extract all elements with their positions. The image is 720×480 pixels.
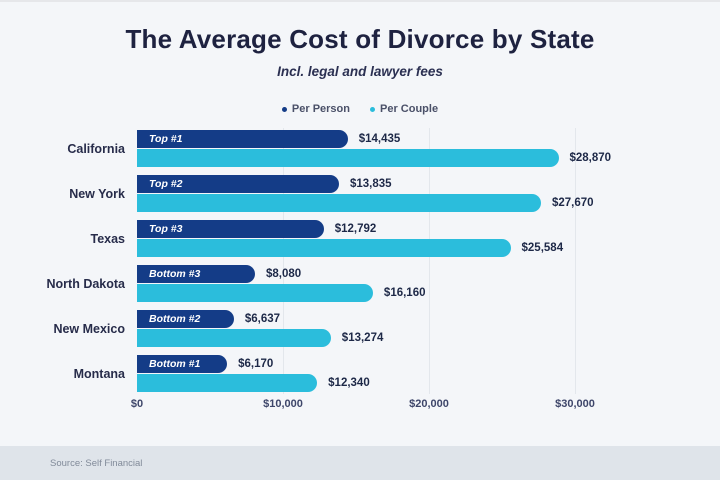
per-couple-bar: $25,584 xyxy=(137,239,563,257)
chart-subtitle: Incl. legal and lawyer fees xyxy=(277,64,443,79)
x-axis: $0 $10,000 $20,000 $30,000 xyxy=(131,396,720,414)
legend-item-per-couple: Per Couple xyxy=(370,103,438,115)
per-person-bar: Top #2 $13,835 xyxy=(137,175,392,193)
per-couple-value: $27,670 xyxy=(551,197,594,209)
rank-badge: Bottom #3 xyxy=(149,268,201,280)
chart-row: New York Top #2 $13,835 $27,670 xyxy=(0,171,720,216)
rank-badge: Top #2 xyxy=(149,178,183,190)
state-label: Montana xyxy=(73,366,125,381)
per-person-value: $8,080 xyxy=(265,268,302,280)
gridlines xyxy=(137,128,720,394)
per-person-bar: Bottom #1 $6,170 xyxy=(137,355,273,373)
chart-rows: California Top #1 $14,435 $28,870 New York To… xyxy=(0,126,720,396)
legend-label-per-couple: Per Couple xyxy=(380,103,439,115)
per-person-bar: Bottom #2 $6,637 xyxy=(137,310,280,328)
state-label: Texas xyxy=(90,231,125,246)
state-label: New Mexico xyxy=(53,321,125,336)
footer-band: Source: Self Financial xyxy=(0,446,720,480)
per-person-dot-icon xyxy=(281,106,287,112)
per-person-bar: Top #1 $14,435 xyxy=(137,130,400,148)
per-person-value: $6,170 xyxy=(238,358,274,370)
per-couple-value: $12,340 xyxy=(328,377,370,389)
per-couple-value: $16,160 xyxy=(383,287,426,299)
x-axis-tick-label: $20,000 xyxy=(409,398,449,410)
legend: Per Person Per Couple xyxy=(0,102,720,116)
x-axis-tick-label: $10,000 xyxy=(263,398,303,410)
chart-header: The Average Cost of Divorce by State Inc… xyxy=(0,2,720,80)
state-label: North Dakota xyxy=(46,276,125,291)
gridline xyxy=(429,128,430,394)
rank-badge: Bottom #2 xyxy=(149,313,201,325)
per-person-value: $14,435 xyxy=(358,133,401,145)
bar-group: Top #3 $12,792 $25,584 xyxy=(137,220,720,257)
bar-group: Bottom #3 $8,080 $16,160 xyxy=(137,265,720,302)
state-label: New York xyxy=(69,186,125,201)
chart-row: Texas Top #3 $12,792 $25,584 xyxy=(0,216,720,261)
per-couple-bar: $13,274 xyxy=(137,329,383,347)
state-label: California xyxy=(67,141,125,156)
bar-group: Top #2 $13,835 $27,670 xyxy=(137,175,720,212)
legend-item-per-person: Per Person xyxy=(281,103,350,115)
chart-row: Montana Bottom #1 $6,170 $12,340 xyxy=(0,351,720,396)
per-couple-value: $28,870 xyxy=(569,152,612,164)
per-person-bar: Top #3 $12,792 xyxy=(137,220,376,238)
gridline xyxy=(283,128,284,394)
chart-row: New Mexico Bottom #2 $6,637 $13,274 xyxy=(0,306,720,351)
rank-badge: Top #1 xyxy=(149,133,183,145)
chart-row: California Top #1 $14,435 $28,870 xyxy=(0,126,720,171)
gridline xyxy=(575,128,576,394)
per-couple-value: $25,584 xyxy=(521,242,564,254)
per-couple-dot-icon xyxy=(370,106,375,112)
per-person-bar: Bottom #3 $8,080 xyxy=(137,265,301,283)
rank-badge: Top #3 xyxy=(149,223,183,235)
source-credit: Source: Self Financial xyxy=(50,457,143,469)
per-couple-value: $13,274 xyxy=(341,332,384,344)
legend-label-per-person: Per Person xyxy=(291,103,350,115)
per-couple-bar: $12,340 xyxy=(137,374,370,392)
per-couple-bar: $16,160 xyxy=(137,284,426,302)
bar-group: Bottom #1 $6,170 $12,340 xyxy=(137,355,720,392)
bar-group: Top #1 $14,435 $28,870 xyxy=(137,130,720,167)
x-axis-tick-label: $30,000 xyxy=(555,398,595,410)
per-person-value: $6,637 xyxy=(244,313,281,325)
rank-badge: Bottom #1 xyxy=(149,358,201,370)
bar-chart: California Top #1 $14,435 $28,870 New York To… xyxy=(0,126,720,414)
per-couple-bar: $27,670 xyxy=(137,194,594,212)
per-person-value: $13,835 xyxy=(349,178,392,190)
chart-row: North Dakota Bottom #3 $8,080 $16,160 xyxy=(0,261,720,306)
bar-group: Bottom #2 $6,637 $13,274 xyxy=(137,310,720,347)
chart-title: The Average Cost of Divorce by State xyxy=(125,24,595,54)
per-couple-bar: $28,870 xyxy=(137,149,611,167)
x-axis-tick-label: $0 xyxy=(130,398,144,410)
per-person-value: $12,792 xyxy=(334,223,377,235)
